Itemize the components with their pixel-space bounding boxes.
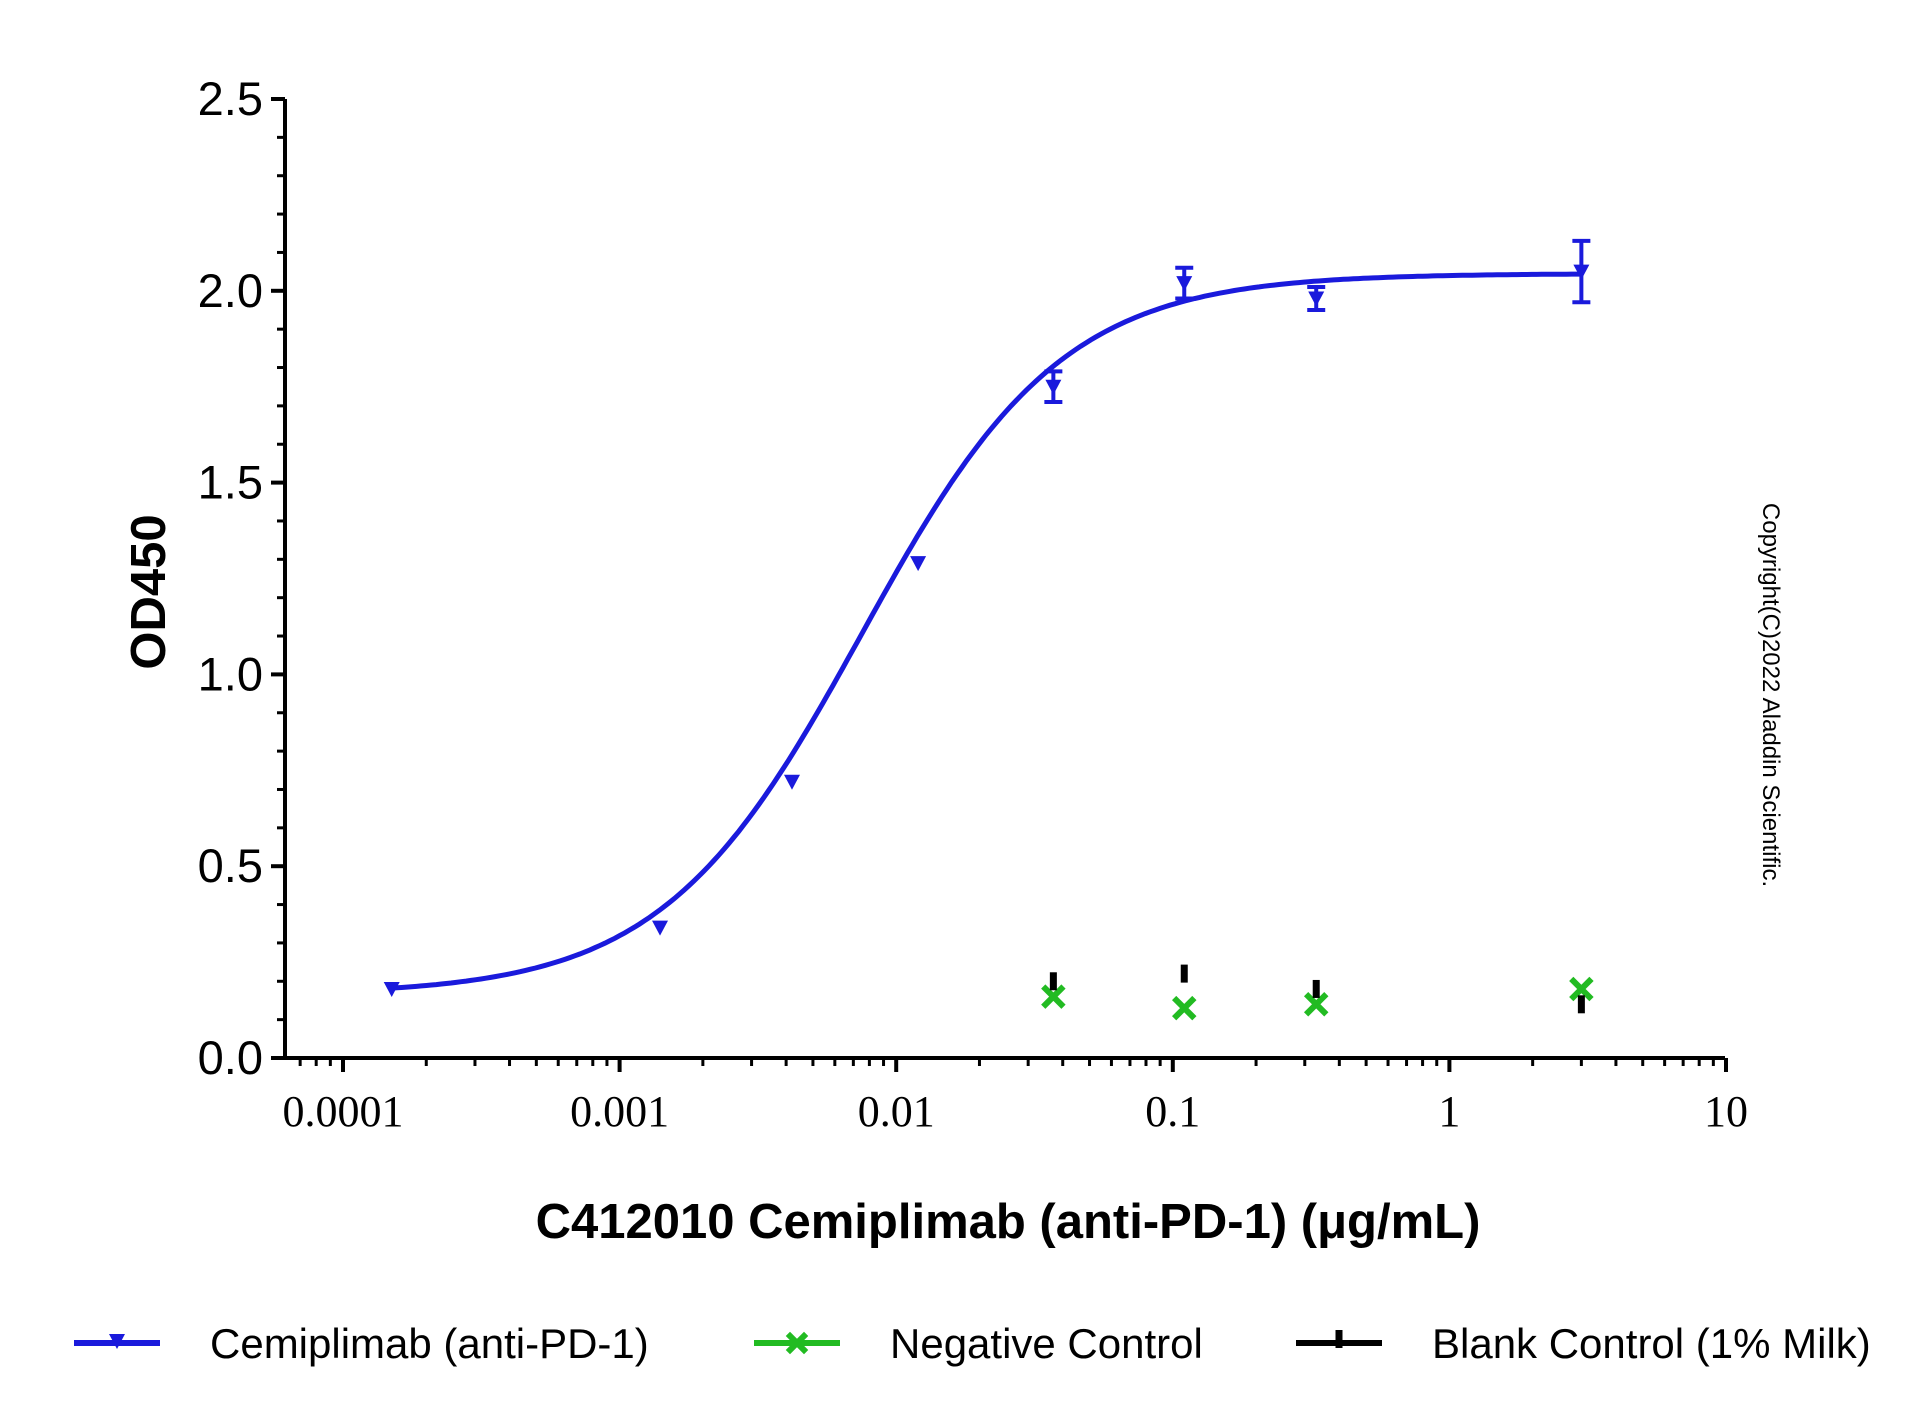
- negative-control-point: [1041, 984, 1066, 1009]
- cemiplimab-point: [1176, 276, 1193, 292]
- legend: Cemiplimab (anti-PD-1) Negative Control Bl…: [74, 1320, 1871, 1367]
- x-tick-label: 0.0001: [283, 1087, 404, 1136]
- x-tick-label: 10: [1704, 1087, 1748, 1136]
- negative-control-point: [1569, 976, 1594, 1002]
- x-tick-label: 0.1: [1145, 1087, 1200, 1136]
- cemiplimab-point: [1573, 264, 1590, 280]
- cemiplimab-point: [652, 920, 669, 936]
- cemiplimab-point: [383, 981, 400, 997]
- y-tick-label: 2.5: [198, 72, 263, 125]
- x-tick-label: 0.01: [858, 1087, 935, 1136]
- legend-marker-cemiplimab: [109, 1334, 125, 1349]
- plot-area: [383, 238, 1594, 1021]
- y-tick-label: 2.0: [198, 264, 263, 317]
- copyright-annotation: Copyright(C)2022 Aladdin Scientific.: [1757, 503, 1784, 887]
- x-axis-title: C412010 Cemiplimab (anti-PD-1) (μg/mL): [536, 1195, 1481, 1249]
- y-tick-label: 1.0: [198, 647, 263, 700]
- cemiplimab-fit-curve: [391, 271, 1582, 991]
- cemiplimab-point: [1045, 379, 1062, 395]
- negative-control-point: [1172, 995, 1197, 1021]
- blank-control-point: [1577, 995, 1585, 1014]
- legend-marker-negative-control: [785, 1331, 809, 1355]
- y-axis-title: OD450: [122, 514, 176, 669]
- axes: 0.0 0.5 1.0 1.5 2.0 2.5 0.0001 0.001 0.01 0.1 1 10: [198, 72, 1748, 1136]
- legend-label-blank-control: Blank Control (1% Milk): [1432, 1320, 1871, 1367]
- legend-label-negative-control: Negative Control: [890, 1320, 1203, 1367]
- cemiplimab-point: [910, 556, 927, 572]
- cemiplimab-point: [1308, 291, 1325, 307]
- x-tick-label: 0.001: [570, 1087, 669, 1136]
- legend-marker-blank-control: [1335, 1330, 1343, 1348]
- blank-control-point: [1180, 964, 1188, 983]
- blank-control-point: [1312, 979, 1320, 998]
- cemiplimab-point: [783, 774, 800, 790]
- x-tick-label: 1: [1438, 1087, 1460, 1136]
- y-tick-label: 0.0: [198, 1031, 263, 1084]
- negative-control-point: [1303, 992, 1329, 1017]
- blank-control-point: [1049, 972, 1057, 991]
- y-tick-label: 1.5: [198, 456, 263, 509]
- y-tick-label: 0.5: [198, 839, 263, 892]
- legend-label-cemiplimab: Cemiplimab (anti-PD-1): [210, 1320, 649, 1367]
